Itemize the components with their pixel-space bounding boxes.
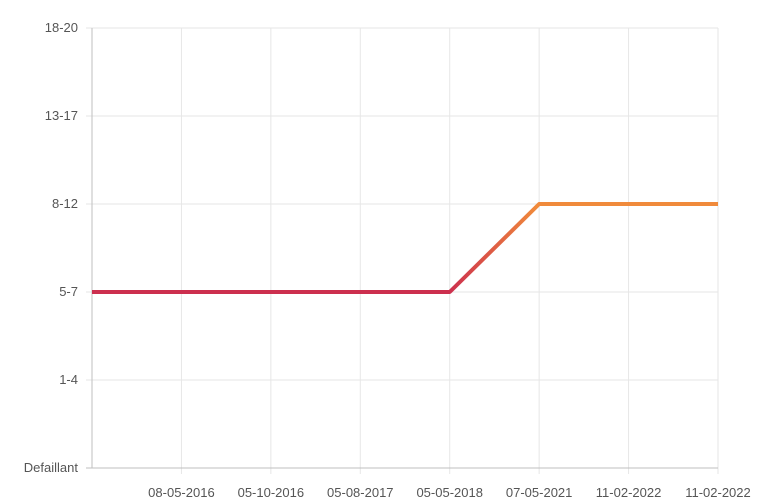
series (92, 202, 718, 294)
x-tick-label: 05-10-2016 (238, 485, 305, 500)
x-tick-label: 05-05-2018 (416, 485, 483, 500)
y-tick-label: 18-20 (45, 20, 78, 35)
x-tick-label: 11-02-2022 (685, 485, 751, 500)
y-tick-label: Defaillant (24, 460, 79, 475)
x-tick-label: 11-02-2022 (596, 485, 662, 500)
grid (86, 27, 719, 474)
y-tick-label: 13-17 (45, 108, 78, 123)
x-tick-label: 05-08-2017 (327, 485, 394, 500)
x-tick-label: 07-05-2021 (506, 485, 573, 500)
series-line (92, 202, 718, 294)
x-tick-label: 08-05-2016 (148, 485, 215, 500)
y-tick-label: 1-4 (59, 372, 78, 387)
y-tick-labels: Defaillant 1-4 5-7 8-12 13-17 18-20 (24, 20, 79, 475)
axes (86, 28, 718, 469)
y-tick-label: 5-7 (59, 284, 78, 299)
y-tick-label: 8-12 (52, 196, 78, 211)
x-tick-labels: 08-05-2016 05-10-2016 05-08-2017 05-05-2018… (148, 485, 751, 500)
